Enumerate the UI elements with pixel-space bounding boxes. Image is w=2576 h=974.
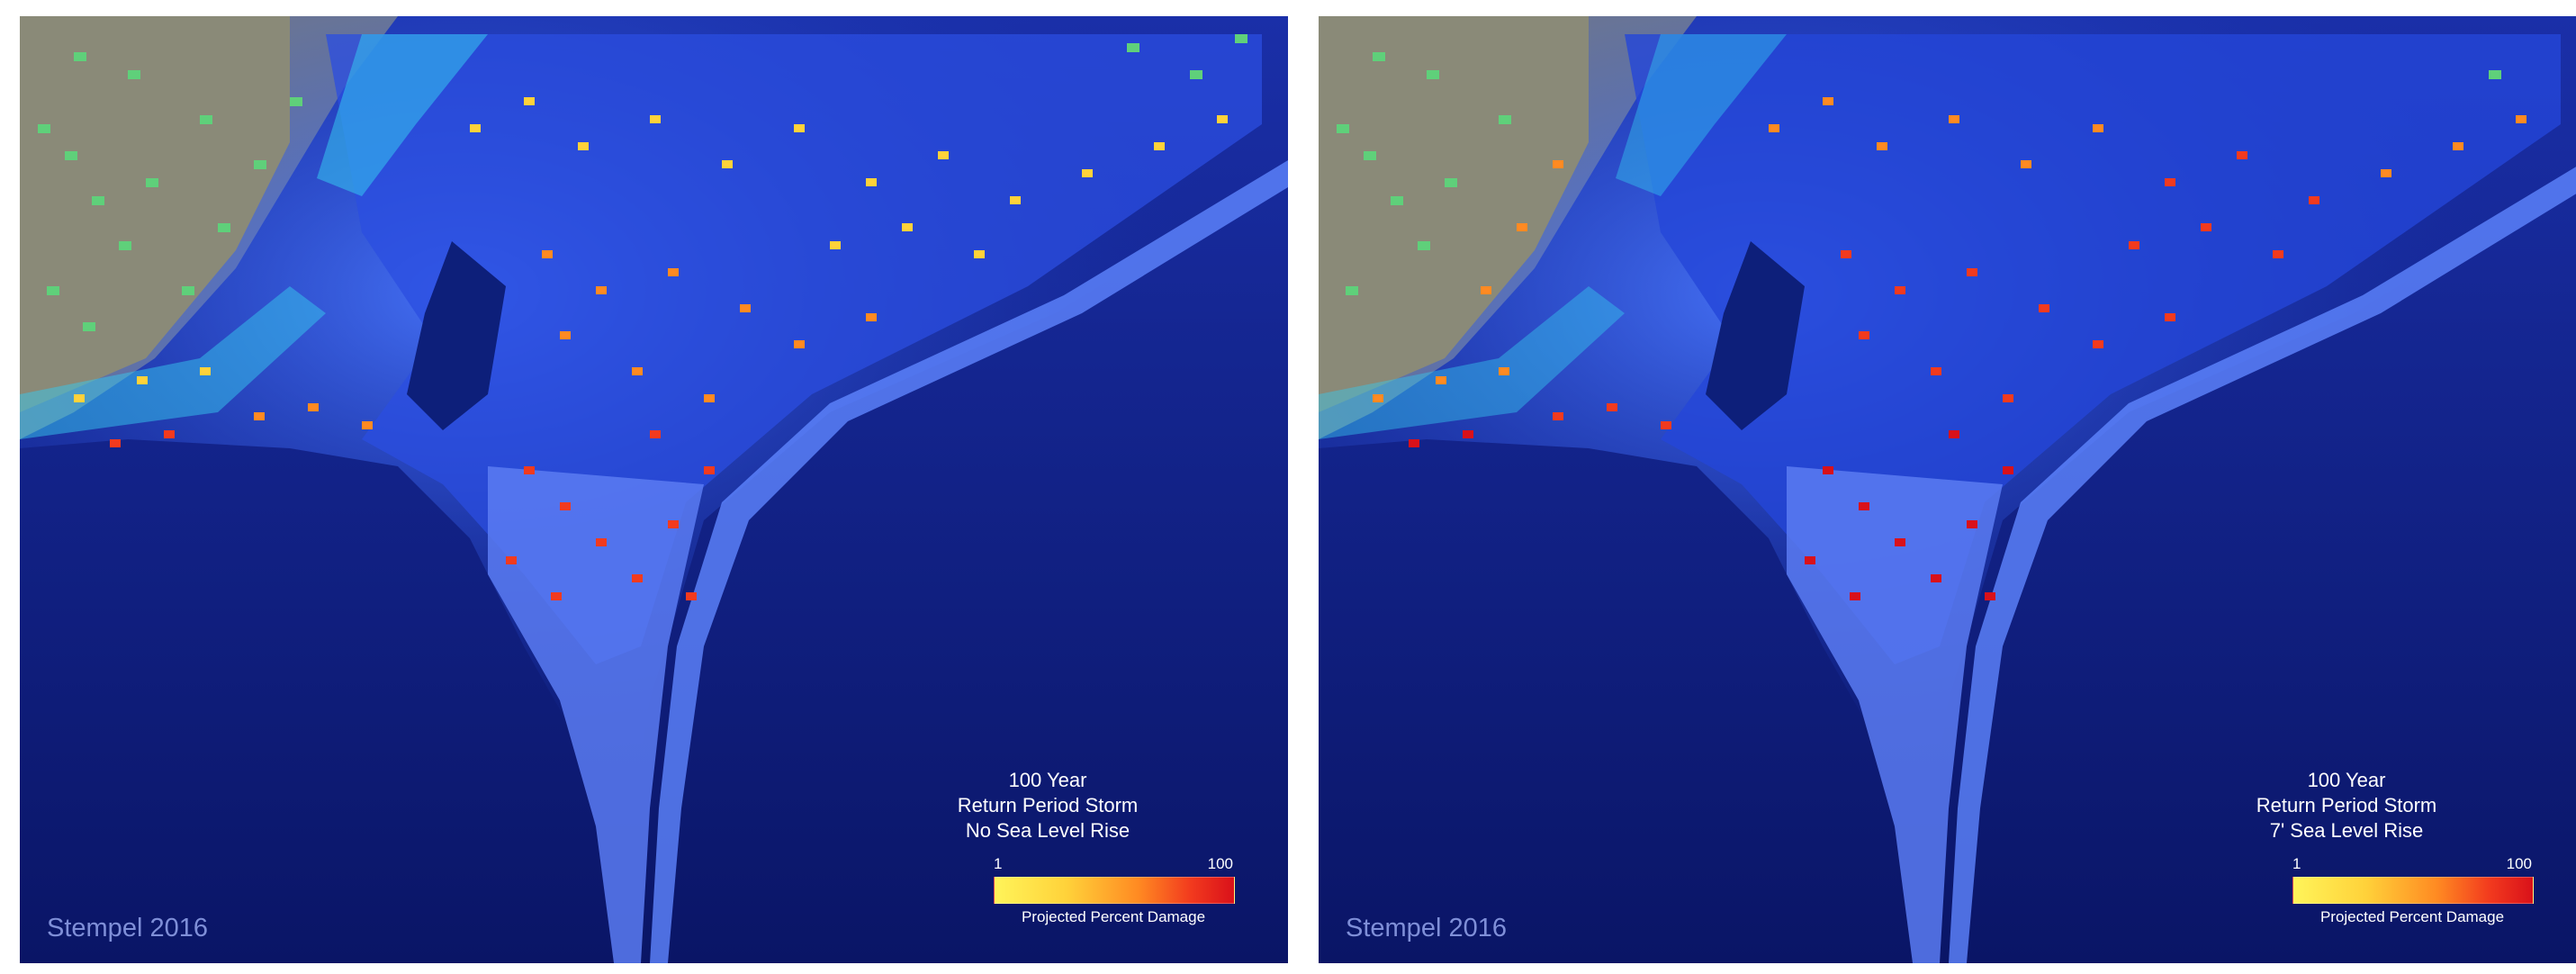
damaged-buildings [1373,97,2526,600]
map-panel-no-sea-level-rise: 100 Year Return Period Storm No Sea Leve… [20,16,1288,963]
legend-color-bar [2292,877,2534,904]
title-line-3: 7' Sea Level Rise [2269,819,2424,842]
undamaged-buildings [1337,52,2501,295]
undamaged-buildings [38,34,1247,331]
credit-text: Stempel 2016 [47,914,208,942]
aerial-flood-map [1319,16,2576,963]
title-line-3: No Sea Level Rise [965,819,1130,842]
legend-title: Projected Percent Damage [2319,908,2505,925]
damage-legend: 1 100 Projected Percent Damage [2292,855,2535,926]
map-panel-7ft-sea-level-rise: 100 Year Return Period Storm 7' Sea Leve… [1319,16,2576,963]
legend-min-label: 1 [2292,855,2301,872]
storm-scenario-title: 100 Year Return Period Storm 7' Sea Leve… [2229,768,2463,843]
credit-text: Stempel 2016 [1346,914,1507,942]
damage-legend: 1 100 Projected Percent Damage [994,855,1237,926]
legend-color-bar [994,877,1235,904]
title-line-2: Return Period Storm [957,794,1139,816]
legend-max-label: 100 [1207,855,1233,872]
title-line-1: 100 Year [1008,769,1087,791]
title-line-1: 100 Year [2307,769,2386,791]
storm-scenario-title: 100 Year Return Period Storm No Sea Leve… [931,768,1165,843]
title-line-2: Return Period Storm [2256,794,2437,816]
legend-max-label: 100 [2506,855,2532,872]
damaged-buildings [74,97,1228,600]
aerial-flood-map [20,16,1288,963]
legend-title: Projected Percent Damage [1021,908,1206,925]
legend-min-label: 1 [994,855,1003,872]
